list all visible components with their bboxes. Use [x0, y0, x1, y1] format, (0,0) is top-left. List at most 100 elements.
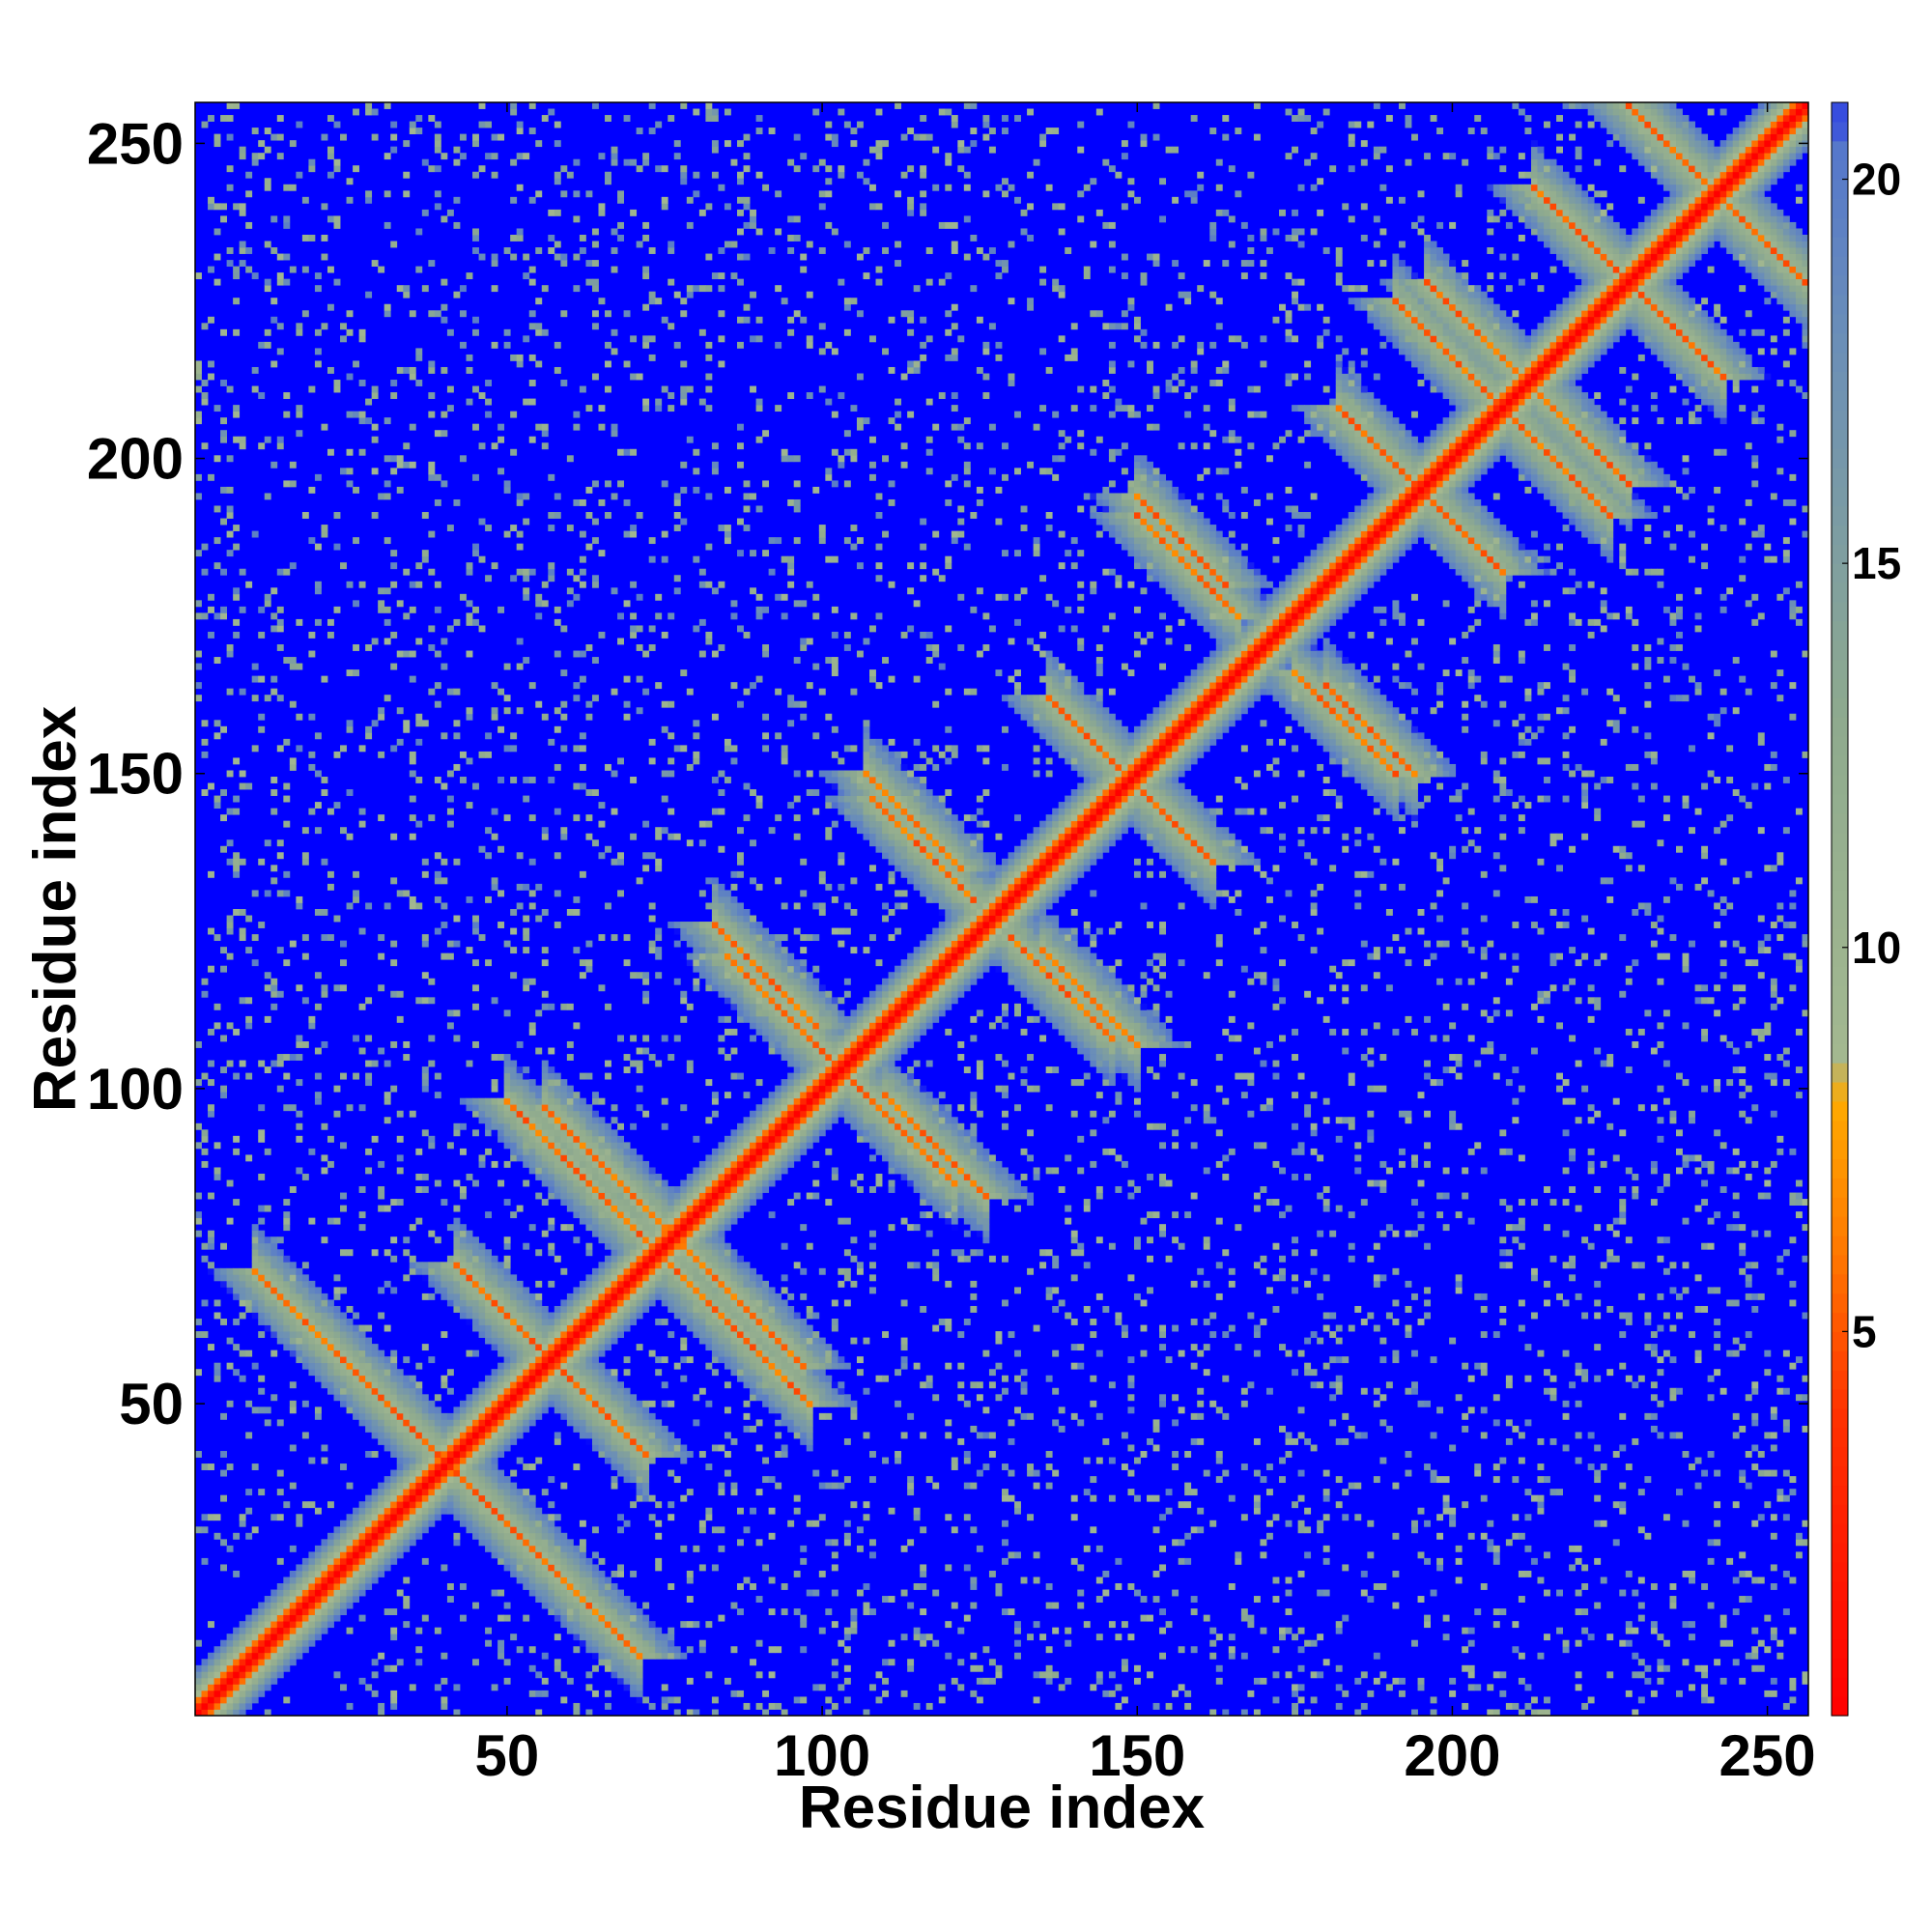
heatmap-cell [346, 1381, 354, 1389]
heatmap-cell [623, 675, 631, 683]
heatmap-cell [560, 669, 568, 677]
heatmap-cell [466, 1425, 473, 1433]
heatmap-cell [378, 751, 385, 758]
heatmap-cell [617, 638, 624, 645]
heatmap-cell [446, 1451, 454, 1458]
heatmap-cell [535, 1192, 543, 1200]
heatmap-cell [258, 1690, 266, 1697]
heatmap-cell [554, 1532, 561, 1540]
heatmap-cell [466, 1287, 473, 1294]
heatmap-cell [510, 1287, 518, 1294]
heatmap-cell [528, 1545, 536, 1552]
heatmap-cell [605, 1236, 611, 1244]
heatmap-cell [365, 1035, 373, 1042]
heatmap-cell [693, 468, 700, 475]
heatmap-cell [655, 1425, 663, 1433]
heatmap-cell [396, 1507, 404, 1515]
heatmap-cell [711, 952, 719, 960]
heatmap-cell [636, 1217, 643, 1225]
heatmap-cell [283, 1627, 291, 1634]
heatmap-cell [598, 1186, 606, 1193]
heatmap-cell [591, 1362, 599, 1370]
heatmap-cell [440, 1381, 448, 1389]
heatmap-cell [611, 153, 618, 160]
heatmap-cell [308, 158, 316, 166]
heatmap-cell [528, 1583, 536, 1590]
heatmap-cell [598, 1557, 606, 1565]
heatmap-cell [220, 430, 228, 438]
heatmap-cell [226, 1545, 234, 1552]
heatmap-cell [353, 1072, 360, 1080]
heatmap-cell [698, 927, 706, 935]
heatmap-cell [548, 1173, 555, 1180]
heatmap-cell [579, 1142, 586, 1150]
heatmap-cell [528, 1690, 536, 1697]
heatmap-cell [459, 310, 467, 318]
heatmap-cell [415, 1267, 423, 1275]
heatmap-cell [239, 209, 246, 216]
heatmap-cell [301, 1362, 309, 1370]
heatmap-cell [573, 1627, 581, 1634]
heatmap-cell [308, 1639, 316, 1647]
heatmap-cell [693, 1211, 700, 1219]
heatmap-cell [428, 1356, 436, 1364]
heatmap-cell [301, 1432, 309, 1439]
heatmap-cell [711, 1274, 719, 1282]
heatmap-cell [421, 1129, 429, 1137]
heatmap-cell [523, 657, 530, 664]
heatmap-cell [655, 593, 663, 601]
heatmap-cell [623, 1621, 631, 1629]
heatmap-cell [378, 1532, 385, 1540]
heatmap-cell [503, 530, 511, 538]
heatmap-cell [396, 1457, 404, 1464]
heatmap-cell [705, 638, 713, 645]
heatmap-cell [459, 1501, 467, 1509]
heatmap-cell [415, 1463, 423, 1470]
heatmap-cell [296, 1652, 303, 1660]
heatmap-cell [573, 695, 581, 702]
heatmap-cell [554, 763, 561, 771]
heatmap-cell [686, 1211, 694, 1219]
heatmap-cell [371, 133, 379, 141]
heatmap-cell [523, 795, 530, 803]
heatmap-cell [220, 1684, 228, 1691]
heatmap-cell [384, 1375, 391, 1382]
heatmap-cell [605, 763, 611, 771]
heatmap-cell [428, 1482, 436, 1490]
heatmap-cell [617, 1179, 624, 1187]
heatmap-cell [276, 745, 284, 753]
heatmap-cell [270, 1627, 278, 1634]
heatmap-cell [642, 990, 650, 998]
heatmap-cell [415, 1526, 423, 1534]
heatmap-cell [655, 934, 663, 942]
heatmap-cell [648, 354, 656, 361]
heatmap-cell [353, 1312, 360, 1320]
heatmap-cell [585, 1362, 593, 1370]
heatmap-cell [516, 530, 524, 538]
heatmap-cell [485, 1507, 492, 1515]
heatmap-cell [528, 1494, 536, 1502]
heatmap-cell [321, 1299, 328, 1307]
heatmap-cell [642, 1179, 650, 1187]
heatmap-cell [705, 385, 713, 393]
heatmap-cell [548, 1520, 555, 1527]
heatmap-cell [566, 1608, 574, 1616]
heatmap-cell [554, 606, 561, 613]
heatmap-cell [591, 657, 599, 664]
heatmap-cell [245, 1072, 253, 1080]
heatmap-cell [535, 1337, 543, 1345]
heatmap-cell [698, 650, 706, 658]
heatmap-cell [611, 266, 618, 273]
heatmap-cell [371, 1375, 379, 1382]
heatmap-cell [321, 1614, 328, 1622]
heatmap-cell [630, 1249, 638, 1257]
heatmap-cell [340, 1324, 347, 1332]
heatmap-cell [510, 1097, 518, 1105]
heatmap-cell [239, 1646, 246, 1654]
heatmap-cell [705, 1160, 713, 1168]
heatmap-cell [598, 1122, 606, 1130]
heatmap-cell [535, 593, 543, 601]
heatmap-cell [358, 745, 366, 753]
heatmap-cell [630, 1148, 638, 1155]
heatmap-cell [711, 272, 719, 280]
